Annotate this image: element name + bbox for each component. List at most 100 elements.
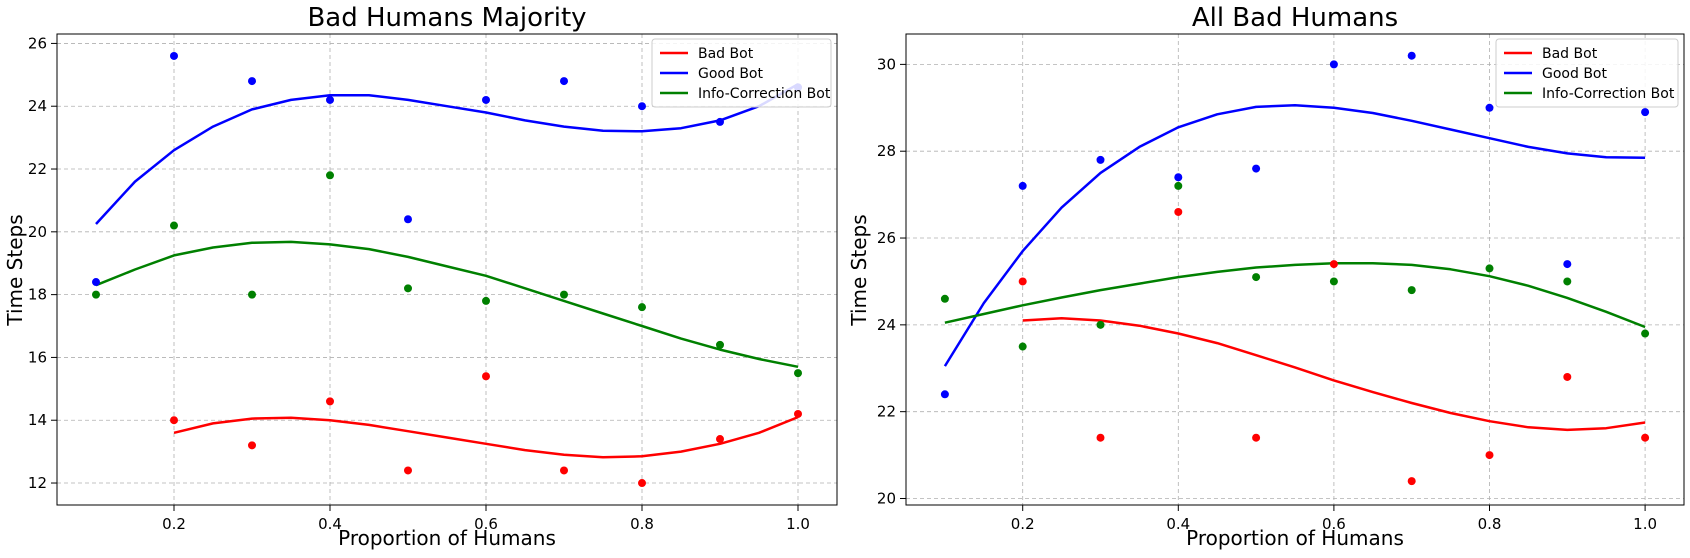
legend-label: Info-Correction Bot [1542,86,1675,102]
data-point-bad-bot [1018,277,1027,286]
data-point-good-bot [940,390,949,399]
data-point-bad-bot [326,397,334,406]
plot-frame [56,33,838,506]
x-tick-label: 0.2 [162,515,186,533]
y-tick-label: 14 [28,411,47,429]
x-axis-label: Proportion of Humans [338,526,556,550]
series-line-info-correction-bot [944,261,1646,329]
data-point-info-correction-bot [1563,277,1572,286]
data-point-bad-bot [404,466,412,475]
data-point-info-correction-bot [482,296,490,305]
x-tick-label: 0.4 [318,515,342,533]
data-point-info-correction-bot [1329,277,1338,286]
data-point-info-correction-bot [716,340,724,349]
data-point-bad-bot [482,372,490,381]
data-point-bad-bot [170,416,178,425]
x-tick-label: 0.6 [1322,515,1346,533]
data-point-info-correction-bot [560,290,568,299]
series-line-good-bot [95,83,799,225]
data-point-bad-bot [794,409,802,418]
y-axis-label: Time Steps [847,214,871,326]
y-tick-label: 26 [877,229,896,247]
x-tick-label: 0.8 [1478,515,1502,533]
data-point-bad-bot [716,435,724,444]
data-point-good-bot [1563,260,1572,269]
y-tick-label: 22 [28,160,47,178]
data-point-info-correction-bot [1174,181,1183,190]
data-point-info-correction-bot [638,303,646,312]
data-point-bad-bot [1641,433,1650,442]
data-points [940,51,1650,486]
legend-label: Good Bot [1542,66,1607,82]
y-axis-label: Time Steps [3,214,27,326]
x-tick-label: 0.4 [1166,515,1190,533]
y-tick-label: 16 [28,348,47,366]
data-point-info-correction-bot [1018,342,1027,351]
y-tick-label: 22 [877,403,896,421]
data-point-info-correction-bot [1096,320,1105,329]
x-tick-label: 1.0 [1633,515,1657,533]
plot-frame [905,33,1685,506]
data-point-bad-bot [1096,433,1105,442]
data-point-info-correction-bot [404,284,412,293]
data-point-info-correction-bot [1252,273,1261,282]
series-line-good-bot [943,103,1646,367]
data-point-good-bot [1407,51,1416,60]
data-point-info-correction-bot [794,369,802,378]
y-tick-label: 24 [877,316,896,334]
data-point-bad-bot [560,466,568,475]
y-tick-label: 18 [28,286,47,304]
data-point-info-correction-bot [1407,286,1416,295]
data-point-good-bot [1252,164,1261,173]
legend-label: Good Bot [698,66,763,82]
legend-box [651,38,832,108]
x-tick-label: 0.6 [474,515,498,533]
data-point-info-correction-bot [170,221,178,230]
chart-panel-bad-humans-majority: Bad Humans Majority 0.2 0.4 0.6 0.8 1.0 12 14 1… [3,3,838,550]
data-point-bad-bot [248,441,256,450]
data-point-bad-bot [1252,433,1261,442]
data-point-info-correction-bot [940,294,949,303]
data-point-info-correction-bot [1485,264,1494,273]
data-point-good-bot [170,51,178,60]
data-point-info-correction-bot [1641,329,1650,338]
data-point-bad-bot [1407,477,1416,486]
data-point-good-bot [1641,108,1650,117]
data-point-good-bot [404,215,412,224]
data-point-good-bot [560,77,568,86]
y-tick-label: 28 [877,142,896,160]
y-tick-label: 20 [28,223,47,241]
data-point-bad-bot [638,479,646,488]
data-point-bad-bot [1485,451,1494,460]
axis-ticks: 0.2 0.4 0.6 0.8 1.0 20 22 24 26 28 30 [877,55,1657,533]
x-axis-label: Proportion of Humans [1186,526,1404,550]
data-point-good-bot [1018,181,1027,190]
fit-curves [943,103,1646,432]
y-tick-label: 26 [28,34,47,52]
data-point-good-bot [638,102,646,111]
data-point-info-correction-bot [248,290,256,299]
legend-label: Bad Bot [1542,46,1598,62]
data-point-bad-bot [1174,207,1183,216]
data-point-good-bot [92,278,100,287]
y-tick-label: 30 [877,55,896,73]
chart-panel-all-bad-humans: All Bad Humans 0.2 0.4 0.6 0.8 1.0 20 22 24 26 28… [847,3,1685,550]
data-point-good-bot [1174,173,1183,182]
legend-label: Info-Correction Bot [698,86,831,102]
data-point-good-bot [248,77,256,86]
y-tick-label: 20 [877,489,896,507]
data-point-info-correction-bot [326,171,334,180]
legend: Bad Bot Good Bot Info-Correction Bot [651,38,832,108]
series-line-info-correction-bot [95,240,799,369]
data-point-good-bot [482,95,490,104]
data-point-good-bot [1096,155,1105,164]
series-line-bad-bot [1022,317,1646,432]
y-tick-label: 12 [28,474,47,492]
y-tick-label: 24 [28,97,47,115]
axis-ticks: 0.2 0.4 0.6 0.8 1.0 12 14 16 18 20 22 24 26 [28,34,810,533]
x-tick-label: 1.0 [786,515,810,533]
chart-title: All Bad Humans [1192,3,1398,33]
data-point-bad-bot [1329,260,1338,269]
x-tick-label: 0.8 [630,515,654,533]
chart-title: Bad Humans Majority [307,3,586,33]
